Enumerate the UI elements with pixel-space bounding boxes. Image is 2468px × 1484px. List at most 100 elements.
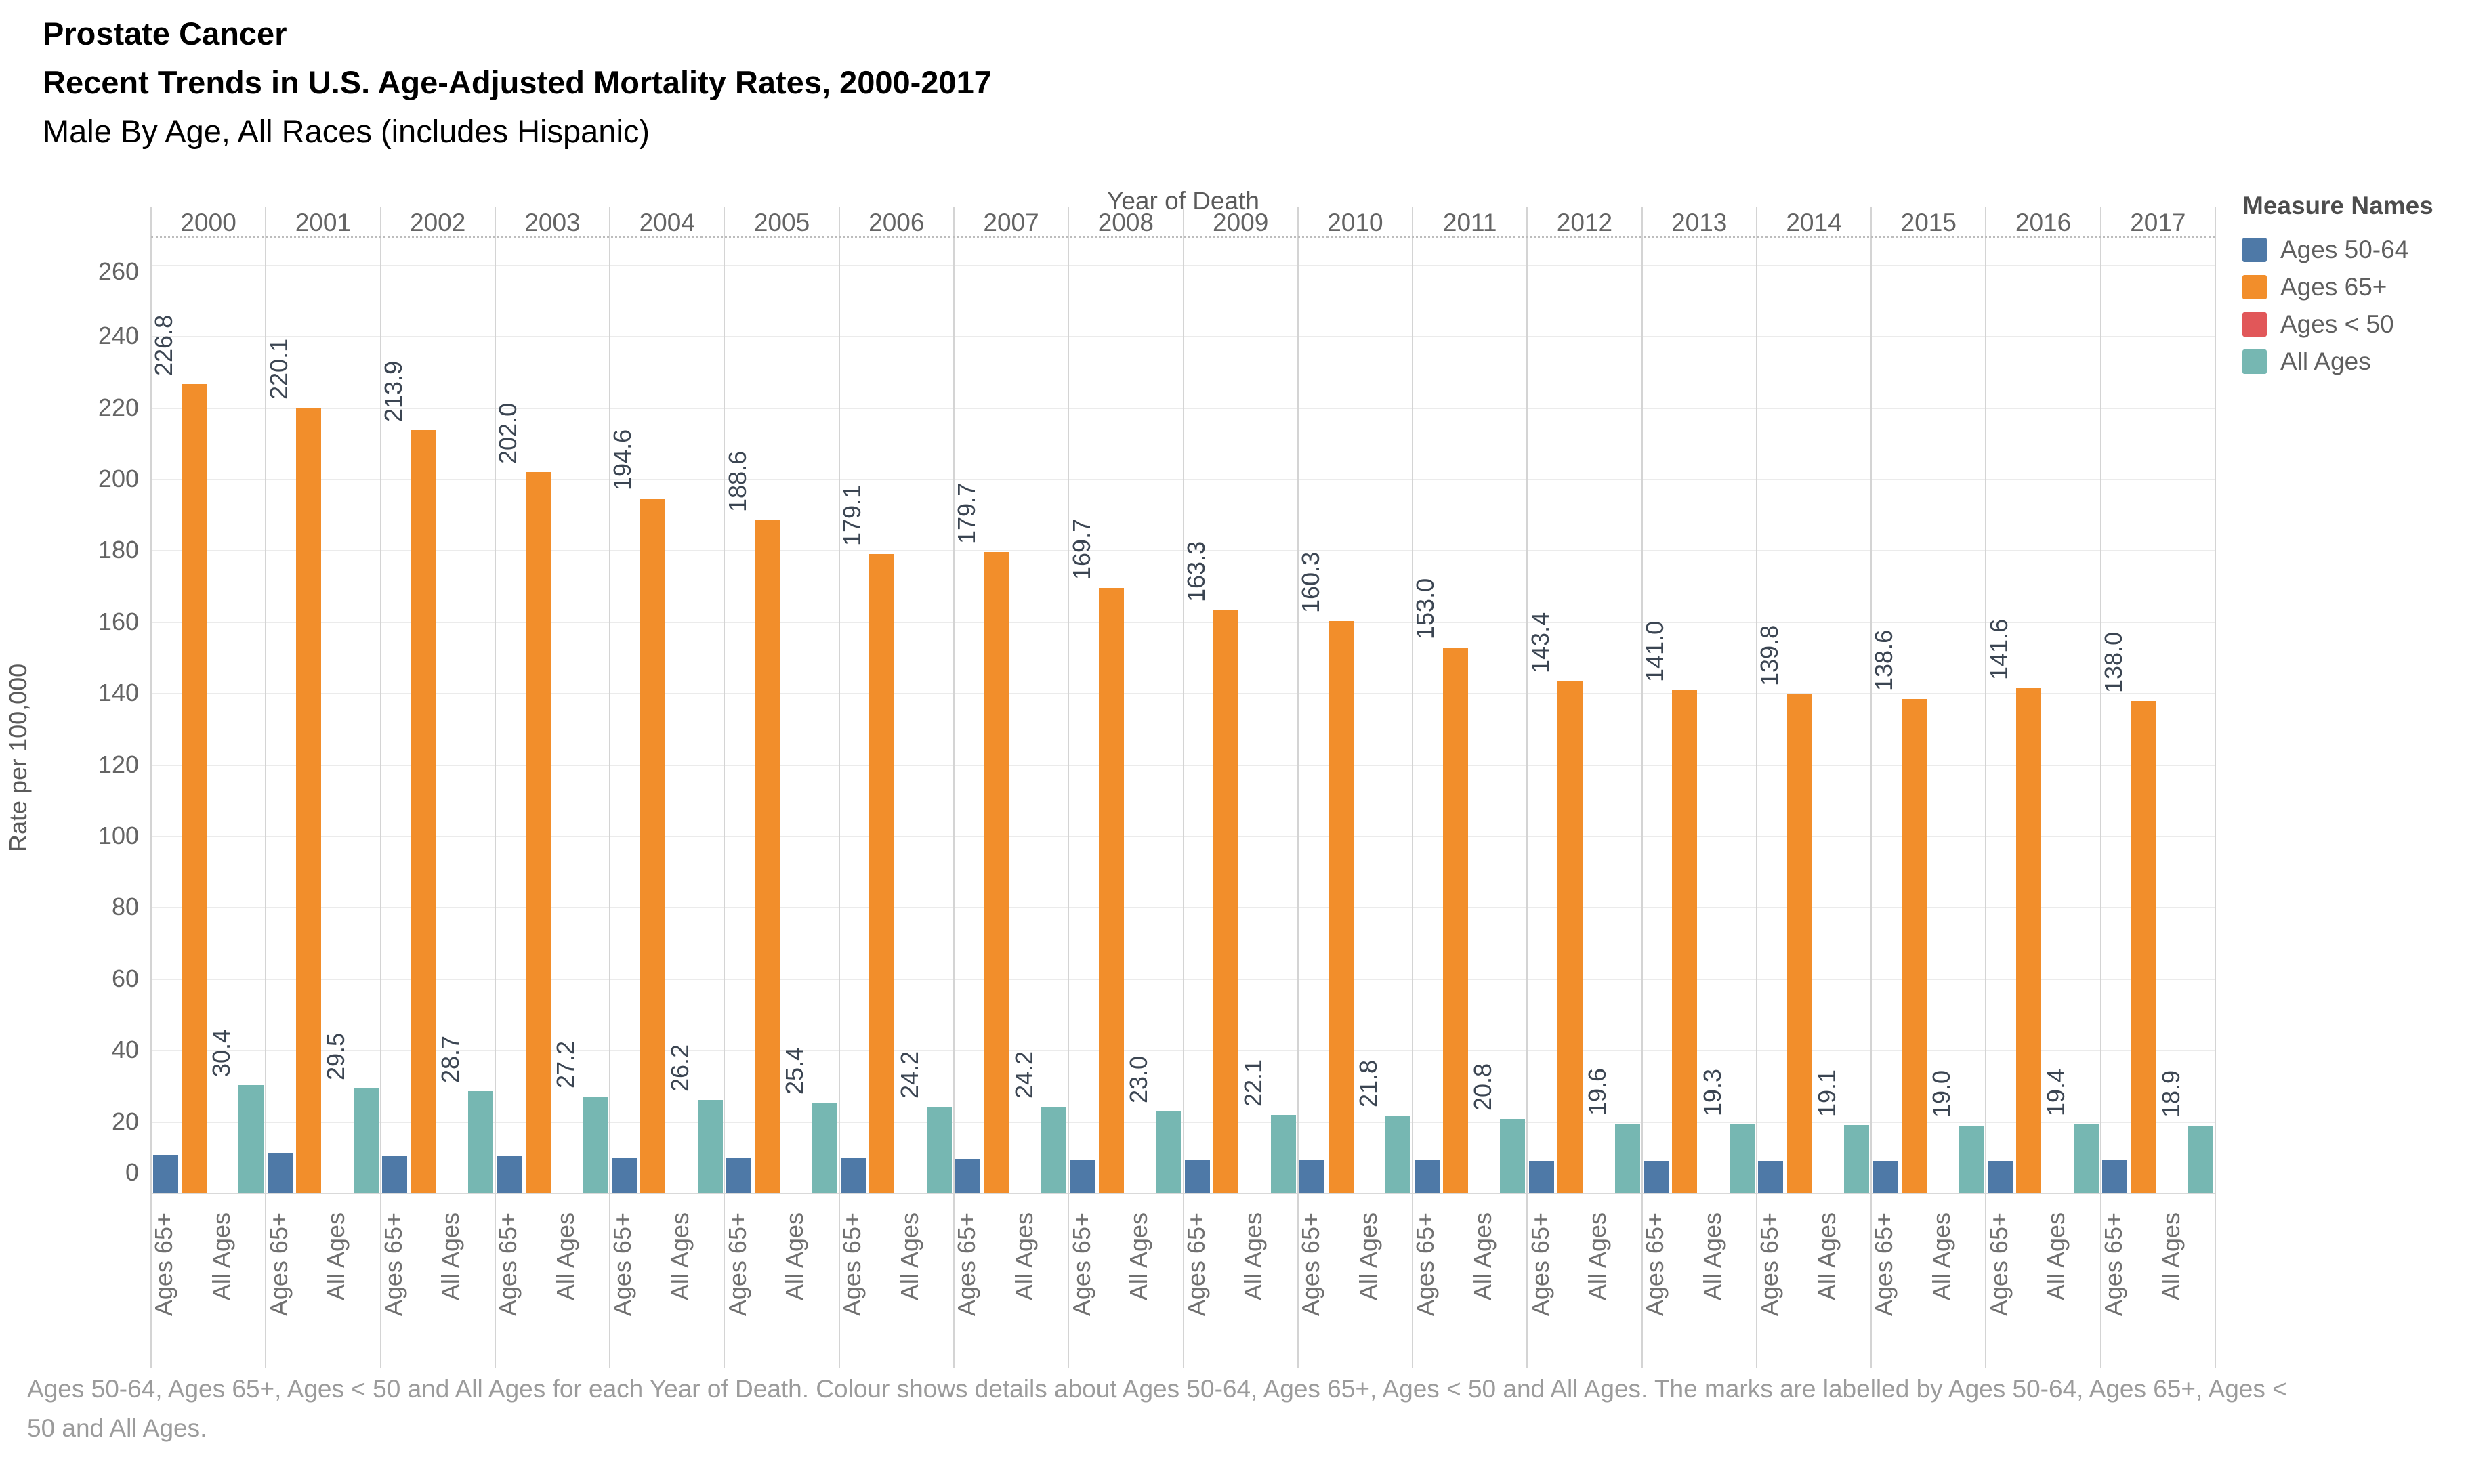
bar-ages-65[interactable] [984,552,1009,1193]
bar-ages-50-64[interactable] [2102,1160,2127,1193]
bar-value-label: 18.9 [2157,1069,2185,1118]
column-label: All Ages [1927,1212,1955,1301]
bar-value-label: 141.0 [1641,620,1669,682]
bar-all-ages[interactable] [812,1103,837,1193]
bar-ages-50-64[interactable] [268,1153,293,1193]
bar-ages-50-64[interactable] [955,1159,980,1193]
bar-ages-50-64[interactable] [1873,1161,1898,1193]
bar-all-ages[interactable] [698,1100,723,1193]
bar-all-ages[interactable] [927,1107,952,1193]
legend-item-all-ages[interactable]: All Ages [2242,343,2433,380]
year-label: 2017 [2130,209,2186,236]
column-label: All Ages [1239,1212,1267,1301]
legend-item-ages-65[interactable]: Ages 65+ [2242,268,2433,305]
legend-item-ages-50[interactable]: Ages < 50 [2242,305,2433,343]
bar-ages-65[interactable] [182,384,207,1193]
bar-value-label: 138.6 [1870,629,1898,691]
column-label: Ages 65+ [150,1212,177,1317]
bar-value-label: 23.0 [1125,1055,1152,1103]
bar-ages-65[interactable] [296,408,321,1193]
bar-ages-50-64[interactable] [841,1158,866,1193]
bar-ages-65[interactable] [1099,588,1124,1193]
bar-ages-65[interactable] [640,499,665,1193]
column-divider [1985,207,1986,1368]
year-label: 2006 [869,209,925,236]
year-label: 2004 [639,209,695,236]
bar-all-ages[interactable] [2074,1124,2099,1193]
bar-ages-65[interactable] [755,520,780,1193]
bar-ages-65[interactable] [526,472,551,1193]
y-tick-label: 240 [98,322,139,350]
bar-value-label: 27.2 [551,1040,579,1088]
bar-all-ages[interactable] [1615,1124,1640,1193]
bar-all-ages[interactable] [1041,1107,1066,1193]
bar-all-ages[interactable] [583,1097,608,1193]
bar-ages-65[interactable] [1557,681,1583,1193]
bar-value-label: 169.7 [1068,518,1095,580]
bar-ages-65[interactable] [2016,688,2041,1193]
bar-ages-65[interactable] [869,554,894,1193]
bar-value-label: 160.3 [1297,551,1324,613]
bar-all-ages[interactable] [1959,1126,1984,1193]
bar-all-ages[interactable] [1271,1115,1296,1193]
bar-value-label: 30.4 [207,1029,235,1077]
column-divider [495,207,496,1368]
bar-all-ages[interactable] [1844,1125,1869,1193]
year-label: 2015 [1900,209,1957,236]
bar-ages-65[interactable] [411,430,436,1193]
column-divider [265,207,266,1368]
bar-ages-50-64[interactable] [1529,1161,1554,1193]
column-divider [1641,207,1643,1368]
bar-ages-65[interactable] [1787,694,1812,1193]
column-label: Ages 65+ [1870,1212,1898,1317]
year-label: 2008 [1097,209,1154,236]
bar-all-ages[interactable] [1730,1124,1755,1193]
legend-swatch [2242,274,2267,299]
bar-ages-65[interactable] [1672,690,1697,1193]
y-tick-label: 160 [98,607,139,635]
bar-ages-50-64[interactable] [612,1158,637,1193]
column-divider [2215,207,2216,1368]
bar-ages-50-64[interactable] [1185,1160,1210,1193]
legend-label: All Ages [2280,347,2371,375]
bar-ages-50-64[interactable] [1988,1161,2013,1193]
bar-ages-50-64[interactable] [1070,1160,1095,1193]
column-divider [953,207,955,1368]
legend-item-ages-50-64[interactable]: Ages 50-64 [2242,231,2433,268]
column-label: Ages 65+ [494,1212,522,1317]
column-divider [1297,207,1299,1368]
year-label: 2012 [1556,209,1613,236]
bar-ages-50-64[interactable] [1299,1160,1324,1193]
bar-ages-50-64[interactable] [1758,1161,1783,1193]
column-label: All Ages [322,1212,350,1301]
bar-value-label: 226.8 [150,314,177,376]
bar-ages-65[interactable] [2131,701,2156,1193]
bar-all-ages[interactable] [1500,1119,1525,1193]
bar-value-label: 153.0 [1411,578,1439,639]
bar-ages-50-64[interactable] [497,1156,522,1193]
bar-all-ages[interactable] [1156,1111,1181,1193]
bar-ages-50-64[interactable] [153,1155,178,1193]
column-label: All Ages [666,1212,694,1301]
bar-all-ages[interactable] [354,1088,379,1193]
bar-ages-50-64[interactable] [1644,1161,1669,1193]
bar-all-ages[interactable] [468,1091,493,1193]
column-label: Ages 65+ [2099,1212,2127,1317]
bar-ages-50-64[interactable] [726,1158,751,1193]
bar-ages-65[interactable] [1902,699,1927,1193]
legend-label: Ages 50-64 [2280,235,2409,263]
legend-swatch [2242,237,2267,262]
bar-ages-65[interactable] [1443,648,1468,1193]
column-divider [2100,207,2101,1368]
bar-ages-50-64[interactable] [382,1156,407,1193]
bar-ages-65[interactable] [1329,621,1354,1193]
column-label: Ages 65+ [953,1212,980,1317]
bar-all-ages[interactable] [1385,1116,1410,1193]
bar-ages-50-64[interactable] [1415,1160,1440,1193]
column-label: All Ages [1125,1212,1152,1301]
bar-all-ages[interactable] [238,1085,264,1193]
bar-all-ages[interactable] [2188,1126,2213,1193]
bar-ages-65[interactable] [1213,610,1238,1193]
year-label: 2005 [753,209,810,236]
